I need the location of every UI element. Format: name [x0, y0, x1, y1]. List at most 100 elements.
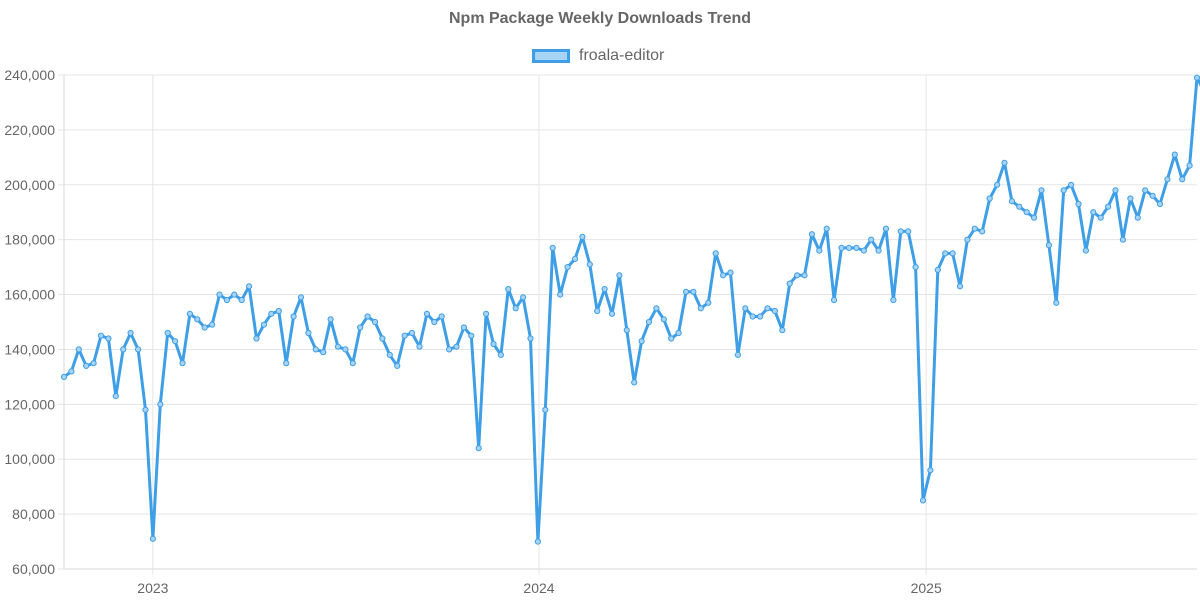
- data-point: [594, 307, 601, 315]
- data-point: [97, 332, 105, 339]
- y-tick-label: 60,000: [12, 561, 55, 577]
- data-point: [357, 324, 364, 331]
- data-point: [697, 305, 704, 312]
- data-point: [297, 294, 305, 301]
- data-point: [334, 343, 342, 350]
- data-point: [942, 250, 949, 257]
- data-point: [586, 261, 593, 268]
- data-point: [579, 233, 586, 240]
- data-point: [1016, 203, 1023, 210]
- x-tick-label: 2024: [523, 580, 554, 596]
- data-point: [364, 313, 371, 320]
- data-point: [186, 310, 193, 317]
- data-point: [520, 294, 527, 301]
- data-point: [1105, 203, 1112, 210]
- data-point: [416, 343, 423, 350]
- data-point: [786, 280, 793, 287]
- data-point: [386, 351, 393, 358]
- data-point: [142, 406, 149, 413]
- data-point: [956, 283, 964, 290]
- chart-title: Npm Package Weekly Downloads Trend: [448, 10, 752, 27]
- data-point: [882, 225, 890, 232]
- data-point: [912, 264, 919, 271]
- data-point: [1112, 187, 1119, 194]
- data-point: [749, 313, 756, 320]
- data-point: [1001, 159, 1008, 166]
- data-point: [601, 286, 608, 293]
- data-point: [949, 250, 956, 257]
- data-point: [1179, 176, 1186, 183]
- data-point: [631, 379, 638, 386]
- data-point: [571, 255, 579, 262]
- data-point: [120, 346, 127, 353]
- data-point: [194, 316, 201, 323]
- data-point: [623, 327, 630, 334]
- data-point: [401, 332, 408, 339]
- data-point: [468, 332, 475, 339]
- data-point: [275, 307, 282, 315]
- data-point: [608, 310, 616, 317]
- data-point: [453, 343, 460, 350]
- data-point: [164, 329, 171, 337]
- data-point: [475, 445, 482, 452]
- data-point: [734, 351, 742, 358]
- y-tick-label: 140,000: [4, 341, 55, 357]
- data-point: [112, 393, 119, 400]
- data-point: [845, 244, 853, 251]
- data-point: [135, 346, 142, 353]
- data-point: [127, 329, 134, 337]
- data-point: [209, 321, 216, 328]
- data-point: [349, 360, 356, 367]
- data-point: [712, 250, 719, 257]
- data-point: [246, 283, 253, 290]
- data-point: [979, 228, 986, 235]
- data-point: [905, 228, 912, 235]
- data-point: [808, 231, 816, 238]
- data-point: [764, 305, 771, 312]
- data-point: [342, 346, 349, 353]
- data-point: [497, 351, 504, 358]
- data-point: [394, 362, 401, 369]
- data-point: [668, 335, 675, 342]
- legend-label: froala-editor: [579, 47, 665, 64]
- data-point: [223, 296, 230, 304]
- data-point: [438, 313, 445, 320]
- data-point: [542, 406, 549, 413]
- data-point: [1053, 299, 1060, 306]
- legend[interactable]: froala-editor: [532, 47, 664, 65]
- data-point: [860, 247, 867, 254]
- data-point: [1045, 242, 1053, 249]
- data-point: [68, 368, 75, 375]
- data-point: [379, 335, 386, 342]
- data-point: [1156, 200, 1164, 208]
- y-tick-label: 180,000: [4, 232, 55, 248]
- data-point: [994, 181, 1001, 188]
- data-point: [1119, 236, 1127, 243]
- data-point: [1127, 195, 1134, 202]
- data-point: [801, 272, 808, 279]
- data-point: [853, 244, 860, 251]
- data-point: [971, 225, 978, 232]
- data-point: [490, 340, 497, 348]
- y-tick-label: 80,000: [12, 506, 55, 522]
- y-tick-label: 240,000: [4, 67, 55, 83]
- data-point: [564, 264, 571, 271]
- data-point: [75, 346, 82, 353]
- data-point: [742, 305, 749, 312]
- data-point: [1075, 200, 1082, 208]
- data-point: [512, 305, 519, 312]
- data-point: [638, 338, 645, 345]
- data-point: [312, 346, 319, 353]
- data-point: [1008, 198, 1016, 205]
- data-point: [549, 244, 556, 251]
- data-point: [149, 535, 156, 542]
- data-point: [283, 360, 290, 367]
- data-point: [705, 299, 712, 306]
- data-point: [253, 335, 260, 342]
- data-point: [838, 244, 845, 251]
- data-point: [823, 225, 830, 232]
- data-point: [794, 272, 801, 279]
- data-point: [216, 291, 223, 298]
- data-point: [1171, 151, 1178, 158]
